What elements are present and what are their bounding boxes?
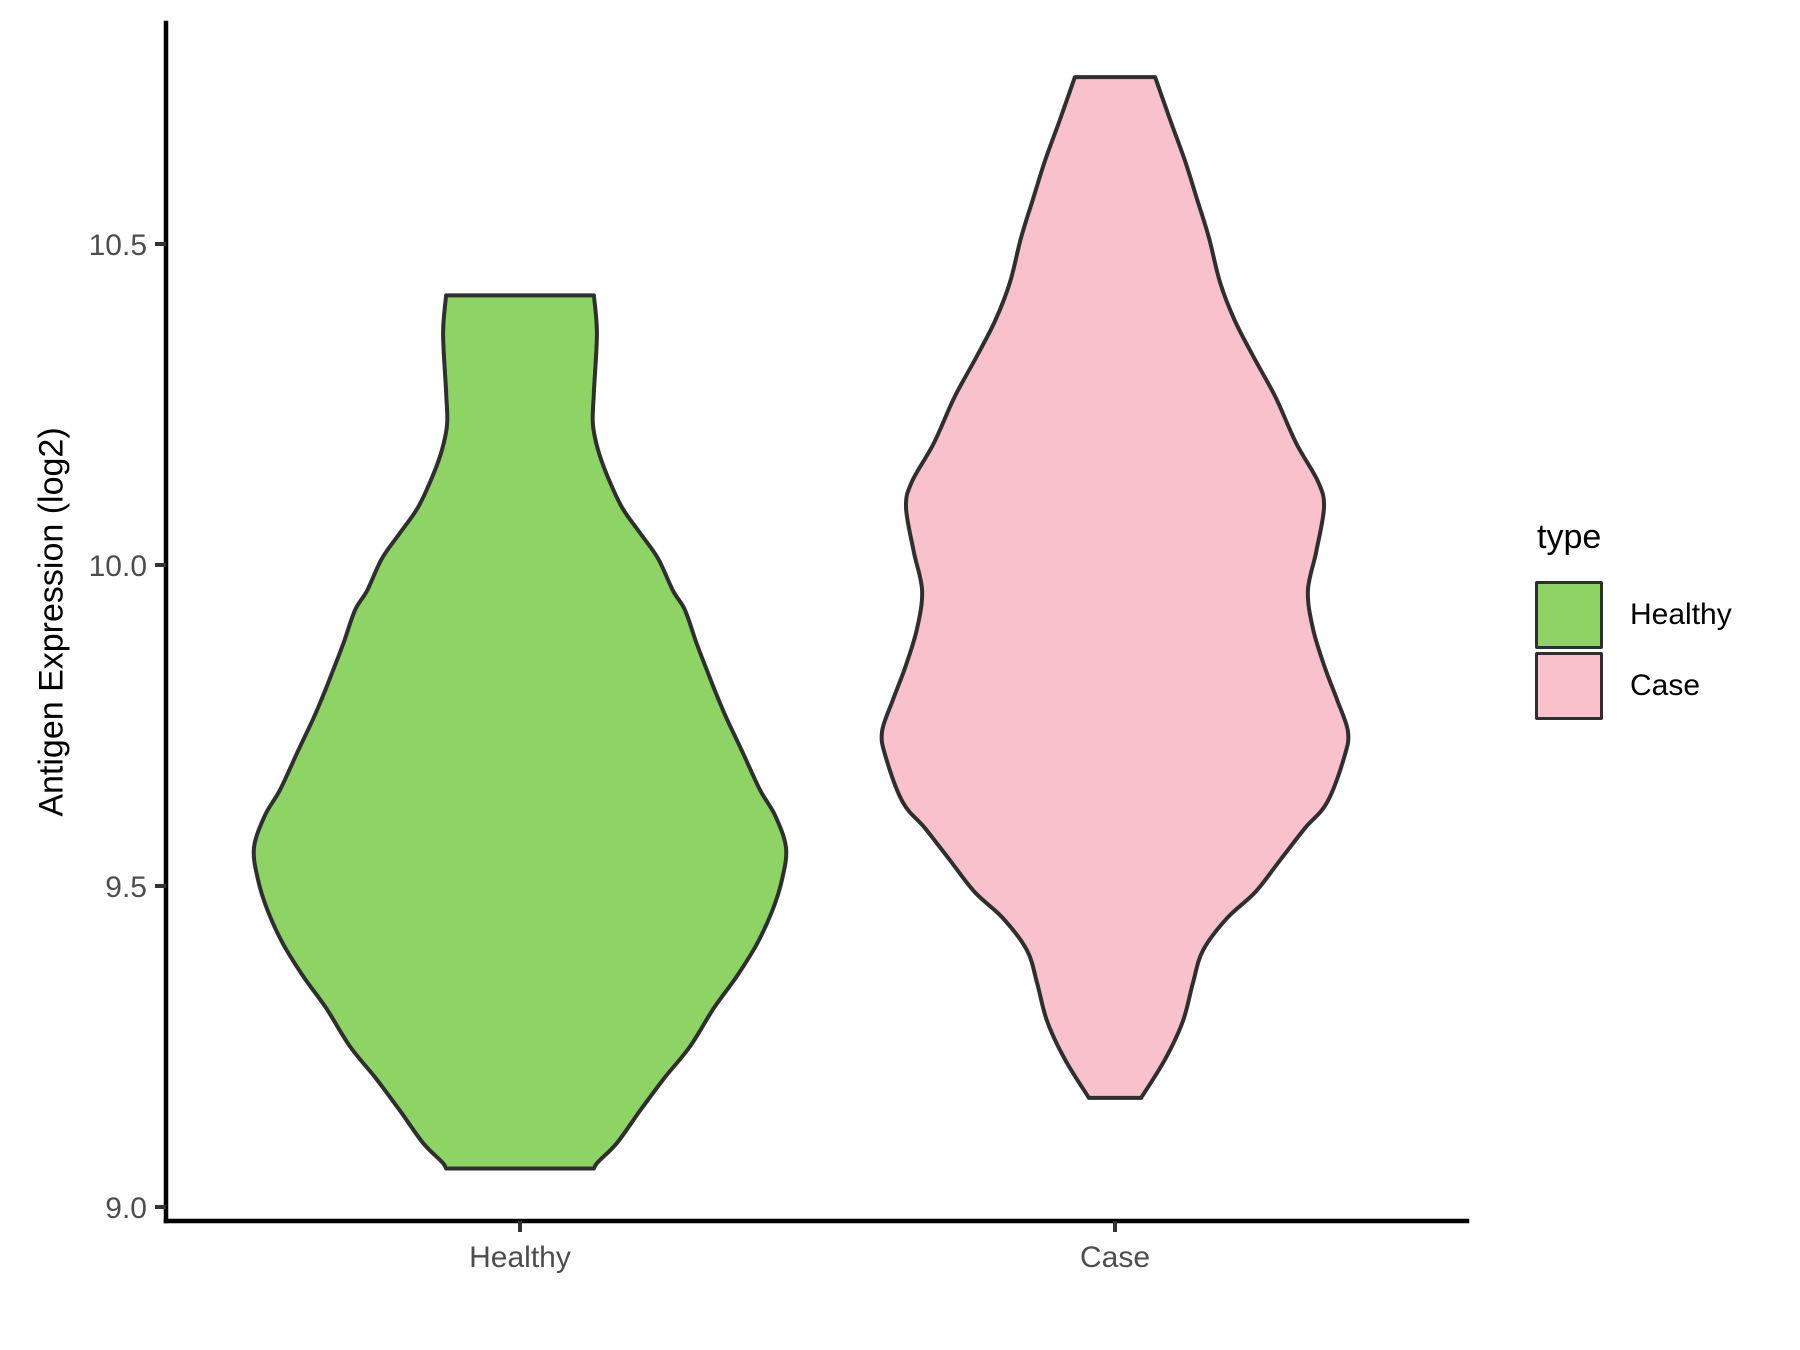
y-tick-label: 10.5 [89,229,147,262]
legend-entry-case: Case [1535,652,1732,720]
legend-swatch-case-icon [1535,652,1603,720]
legend: type Healthy Case [1535,518,1732,723]
violin-healthy [251,293,789,1171]
x-tick-label-case: Case [1080,1241,1150,1274]
legend-label-healthy: Healthy [1630,598,1732,631]
violin-case [879,75,1351,1100]
legend-label-case: Case [1630,669,1701,702]
y-tick-label: 9.0 [105,1192,147,1225]
y-tick-label: 10.0 [89,550,147,583]
legend-swatch-healthy-icon [1535,581,1603,649]
y-axis-title: Antigen Expression (log2) [32,427,71,817]
legend-title: type [1537,518,1602,556]
x-tick-label-healthy: Healthy [469,1241,571,1274]
legend-entry-healthy: Healthy [1535,581,1732,649]
y-tick-label: 9.5 [105,871,147,904]
